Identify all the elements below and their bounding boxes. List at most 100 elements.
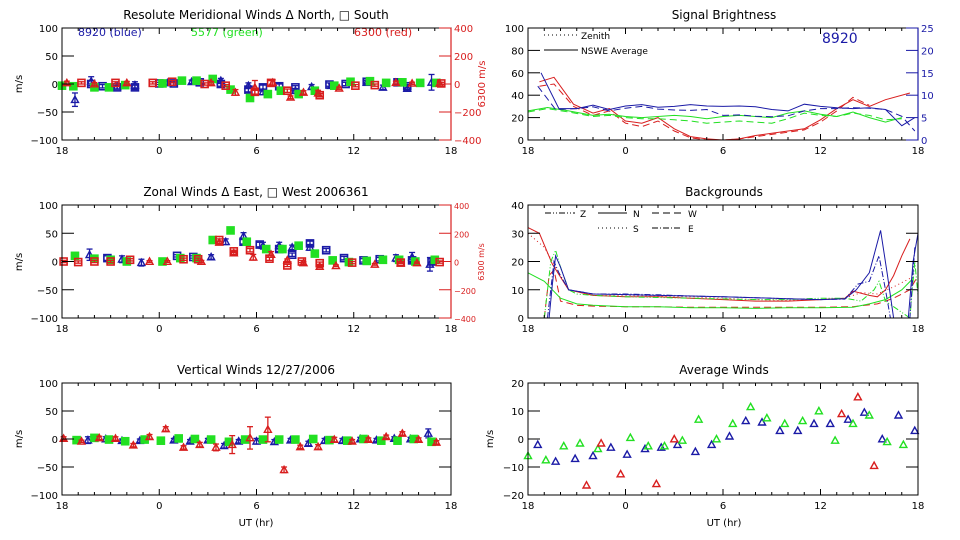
y-tick-label: 100 <box>505 24 524 35</box>
x-tick-label: 12 <box>347 501 360 512</box>
data-point-square <box>261 244 271 254</box>
data-point-square <box>255 240 265 249</box>
data-point-square <box>297 257 307 266</box>
data-point-triangle <box>843 414 853 423</box>
annotation-5577: 5577 (green) <box>191 26 263 39</box>
y-tick-label: 60 <box>511 69 524 80</box>
data-point-square <box>221 81 231 90</box>
data-point-triangle <box>381 431 391 441</box>
data-point-triangle <box>669 434 679 443</box>
annotation-8920: 8920 <box>822 31 858 47</box>
data-point-square <box>294 241 303 250</box>
data-point-triangle <box>869 460 879 470</box>
data-point-triangle <box>122 77 132 87</box>
y-tick-label: 0 <box>52 435 58 446</box>
data-point-triangle <box>62 77 72 87</box>
x-tick-label: 18 <box>56 324 69 335</box>
data-point-triangle <box>329 434 339 444</box>
data-point-triangle <box>251 436 262 445</box>
data-point-square <box>274 435 284 444</box>
data-point-square <box>179 254 188 264</box>
data-point-square <box>287 250 297 260</box>
data-point-triangle <box>677 435 688 444</box>
data-point-square <box>321 245 331 255</box>
panel-meridional-winds: Resolute Meridional Winds Δ North, □ Sou… <box>14 8 488 157</box>
y-tick-label: 0 <box>518 314 524 325</box>
data-point-square <box>347 258 357 267</box>
data-point-triangle <box>413 434 424 444</box>
data-point-square <box>378 255 388 265</box>
x-tick-label: 18 <box>912 324 925 335</box>
data-point-triangle <box>263 424 273 433</box>
y2-axis-label: 6300 m/s <box>477 243 486 281</box>
data-point-triangle <box>195 439 205 449</box>
series-line-5577-nswe-average <box>527 106 902 123</box>
series-line-8920-n <box>548 230 919 319</box>
data-point-triangle <box>144 431 155 441</box>
y-tick-label: −50 <box>37 108 58 119</box>
data-point-triangle <box>295 441 305 451</box>
data-point-triangle <box>83 435 93 444</box>
y-tick-label: 30 <box>511 229 524 240</box>
y-tick-label: 0 <box>52 258 58 269</box>
data-point-triangle <box>825 418 835 428</box>
panel-zonal-winds: Zonal Winds Δ East, □ West 2006361 m/s 6… <box>14 185 486 335</box>
data-point-square <box>278 244 287 254</box>
data-point-triangle <box>622 449 632 458</box>
data-point-triangle <box>643 441 653 450</box>
data-point-triangle <box>214 237 224 246</box>
data-point-square <box>120 436 130 446</box>
data-point-triangle <box>407 78 417 87</box>
data-point-triangle <box>431 437 442 446</box>
data-point-triangle <box>233 436 244 445</box>
data-point-square <box>328 256 337 265</box>
y-tick-label: 80 <box>511 46 524 57</box>
chart-title: Resolute Meridional Winds Δ North, □ Sou… <box>123 8 389 22</box>
data-point-triangle <box>659 441 670 450</box>
data-point-triangle <box>162 256 173 265</box>
y2-tick-label: −200 <box>454 108 481 119</box>
data-point-square <box>190 434 200 444</box>
y-tick-label: 0 <box>52 80 58 91</box>
y-axis-label: m/s <box>485 430 496 448</box>
data-point-triangle <box>593 443 603 453</box>
data-point-square <box>240 435 250 444</box>
data-point-triangle <box>285 92 296 101</box>
data-point-square <box>130 83 140 92</box>
annotation-6300: 6300 (red) <box>354 26 412 39</box>
data-point-triangle <box>550 456 561 465</box>
data-point-square <box>167 77 177 87</box>
data-point-triangle <box>221 236 231 246</box>
panel-average-winds: Average Winds m/s UT (hr) 18 0 6 12 18−20−10… <box>485 363 924 529</box>
x-tick-label: 0 <box>156 324 162 335</box>
data-point-triangle <box>206 252 216 261</box>
y-axis-label: m/s <box>14 430 25 448</box>
data-point-square <box>315 258 325 268</box>
y-tick-label: 20 <box>511 379 524 390</box>
data-point-triangle <box>196 256 207 265</box>
data-point-triangle <box>780 418 790 428</box>
data-point-triangle <box>331 260 341 270</box>
data-point-triangle <box>762 413 772 422</box>
data-point-triangle <box>836 408 847 418</box>
data-point-triangle <box>178 442 189 451</box>
data-point-triangle <box>581 480 592 489</box>
y2-tick-label: 25 <box>921 24 934 35</box>
x-tick-label: 12 <box>814 146 827 157</box>
y2-tick-label: 0 <box>454 259 459 268</box>
data-point-square <box>308 434 318 444</box>
x-tick-label: 6 <box>253 146 259 157</box>
data-point-square <box>370 80 380 90</box>
data-point-square <box>362 256 372 266</box>
data-point-square <box>266 78 276 88</box>
y2-tick-label: 15 <box>921 69 934 80</box>
data-point-triangle <box>313 441 323 451</box>
y-axis-label: m/s <box>14 75 25 93</box>
data-point-triangle <box>575 438 585 447</box>
data-point-square <box>90 257 99 266</box>
legend-label-nswe: NSWE Average <box>581 47 648 57</box>
y2-tick-label: 400 <box>454 202 469 211</box>
x-tick-label: 18 <box>445 324 458 335</box>
data-point-triangle <box>412 257 422 267</box>
